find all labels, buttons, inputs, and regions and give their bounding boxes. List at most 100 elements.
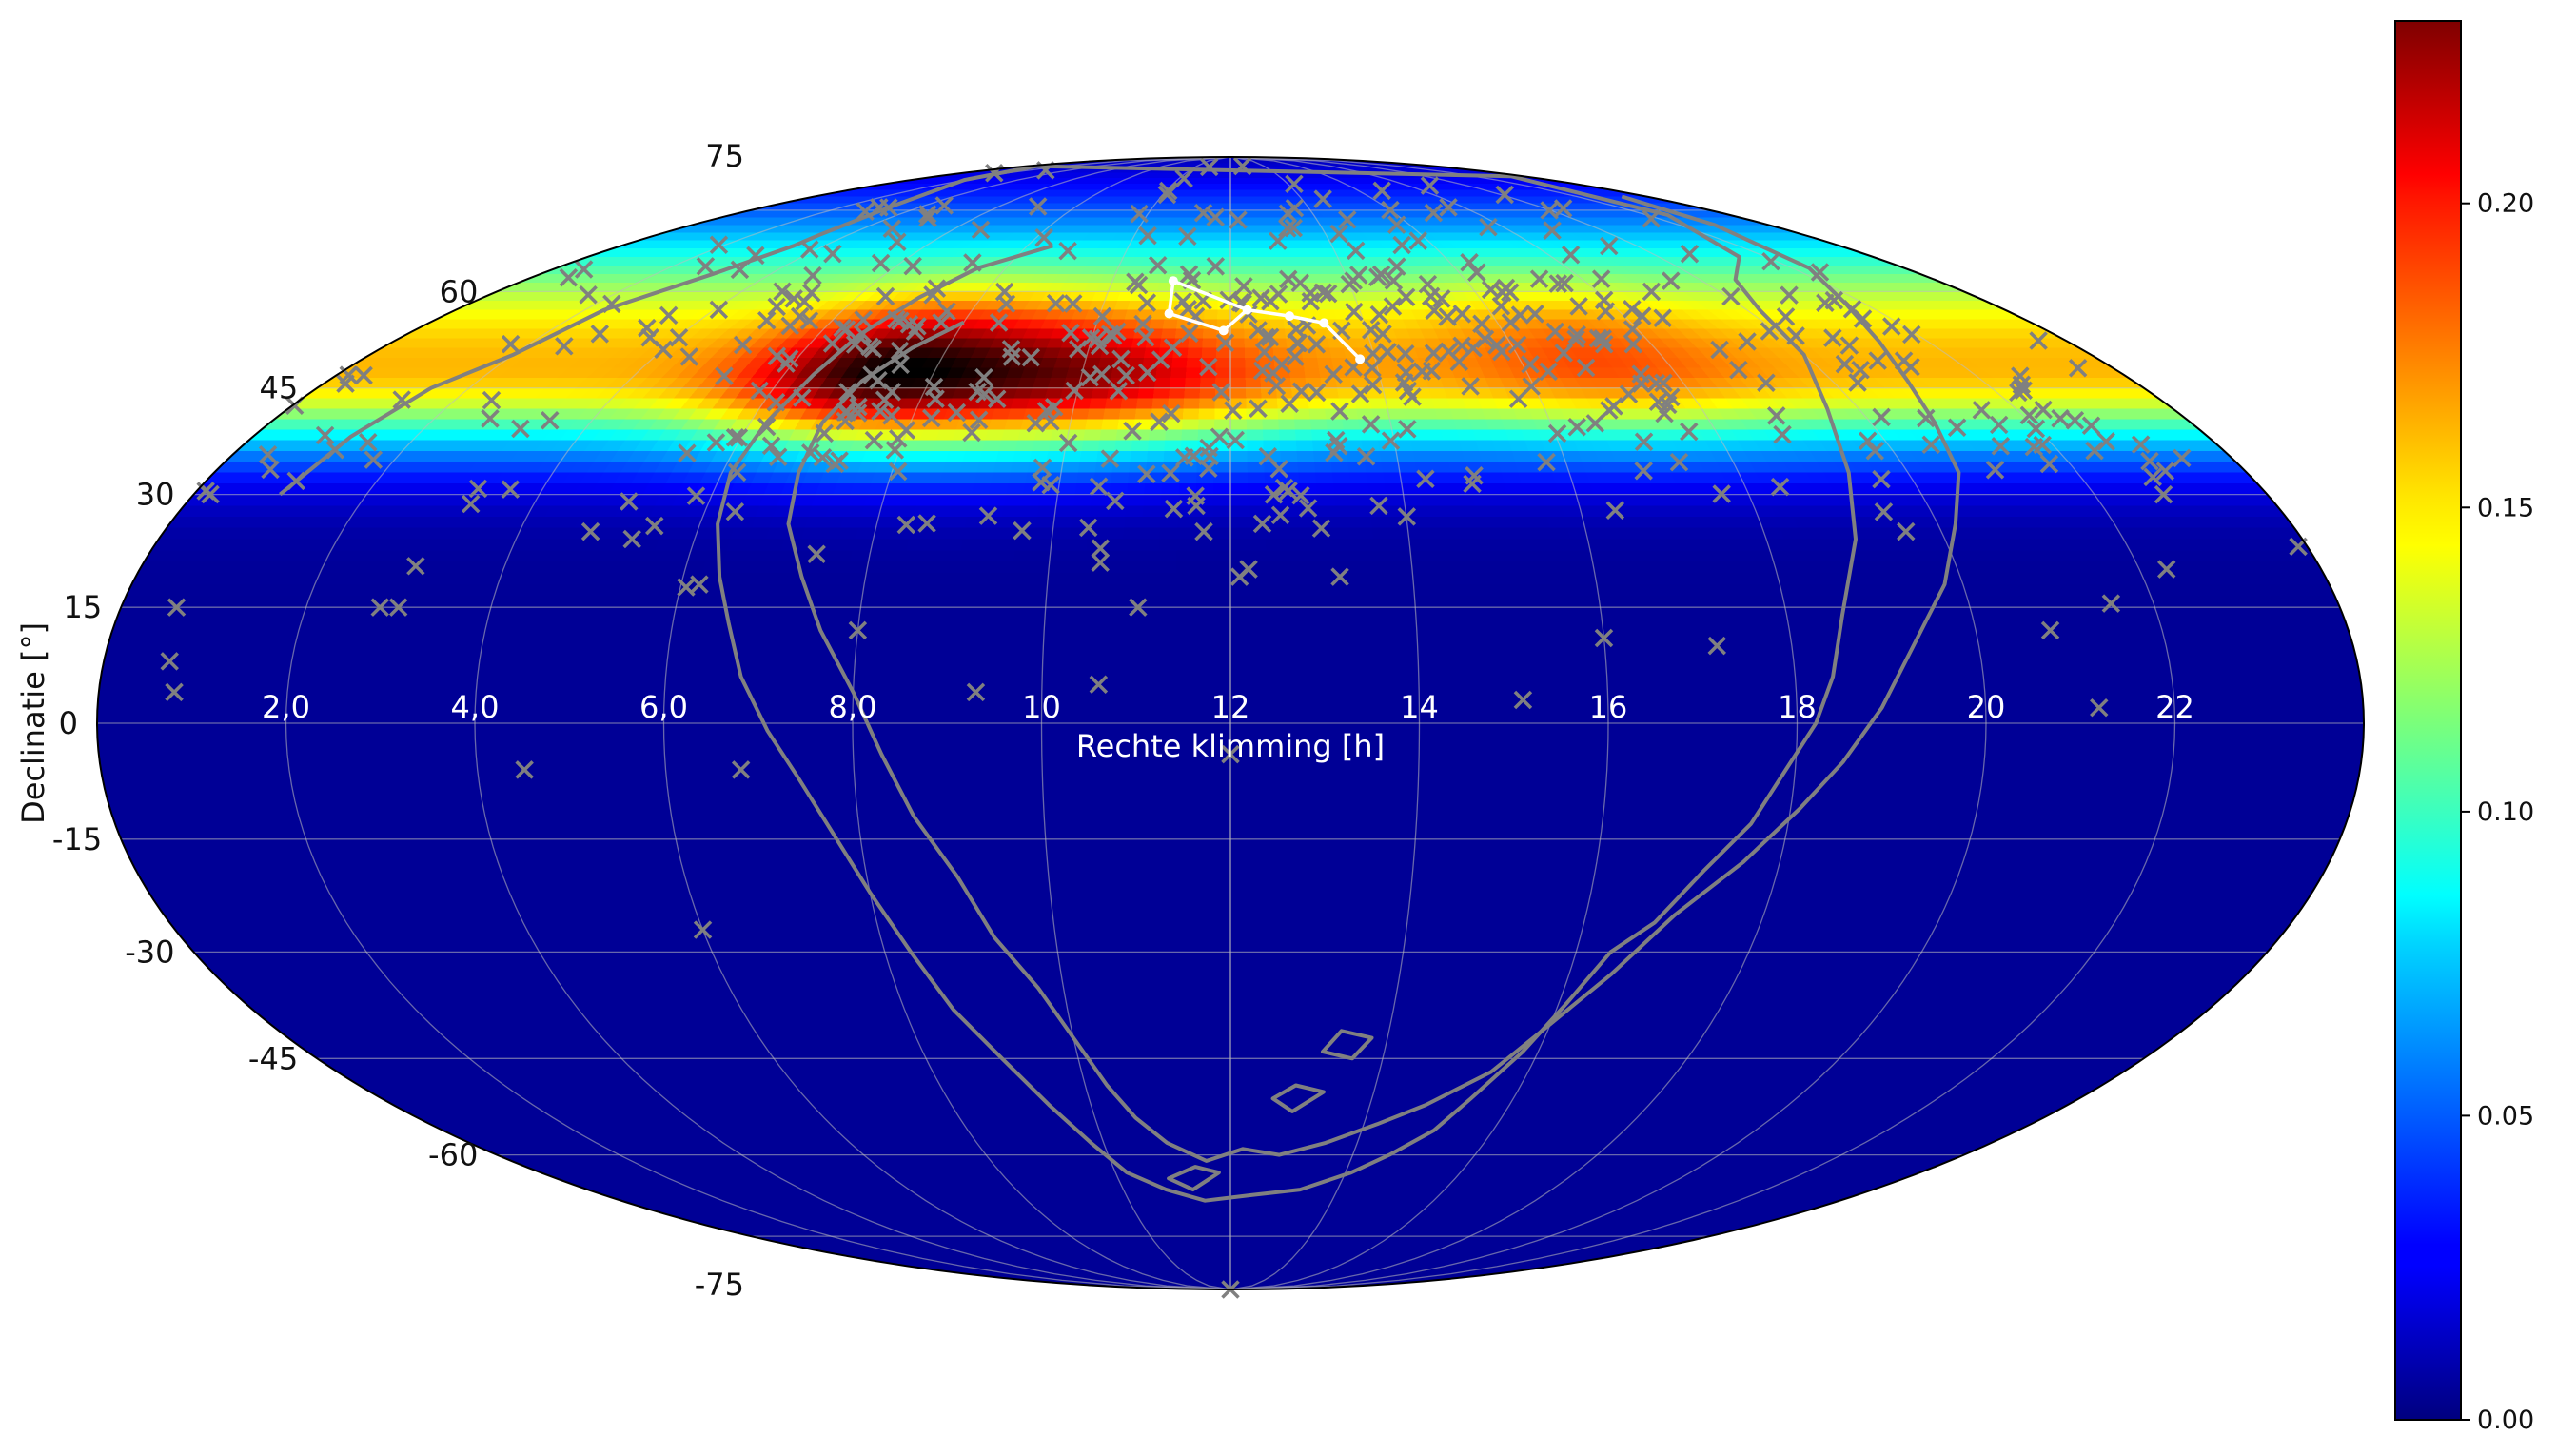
heatmap-cell [1188, 248, 1200, 257]
heatmap-cell [1489, 494, 1510, 506]
heatmap-cell [962, 450, 982, 462]
heatmap-cell [1216, 159, 1224, 164]
heatmap-cell [1081, 440, 1100, 451]
heatmap-cell [1237, 203, 1247, 210]
heatmap-cell [1387, 167, 1425, 173]
heatmap-cell [944, 184, 978, 190]
heatmap-cell [1230, 240, 1241, 249]
heatmap-cell [1230, 338, 1245, 348]
heatmap-cell [1017, 429, 1037, 441]
heatmap-cell [1087, 178, 1109, 185]
heatmap-cell [1309, 172, 1328, 179]
heatmap-cell [1161, 328, 1177, 339]
heatmap-cell [1055, 494, 1075, 506]
heatmap-cell [1302, 358, 1319, 368]
heatmap-cell [1001, 184, 1030, 190]
heatmap-cell [1386, 494, 1406, 506]
heatmap-cell [1320, 309, 1337, 320]
heatmap-cell [1356, 184, 1377, 190]
heatmap-cell [1269, 159, 1295, 164]
heatmap-cell [949, 440, 969, 451]
heatmap-cell [939, 172, 984, 179]
heatmap-cell [1310, 184, 1327, 190]
heatmap-cell [1375, 163, 1424, 168]
heatmap-cell [1161, 483, 1180, 495]
heatmap-cell [1212, 483, 1230, 495]
heatmap-cell [1363, 178, 1387, 185]
heatmap-cell [1137, 387, 1154, 399]
heatmap-cell [1437, 494, 1458, 506]
heatmap-cell [1393, 178, 1421, 185]
heatmap-cell [1252, 163, 1264, 168]
heatmap-cell [1092, 178, 1113, 185]
heatmap-cell [1121, 178, 1139, 185]
heatmap-cell [1337, 387, 1354, 399]
heatmap-cell [1160, 159, 1189, 164]
heatmap-cell [1182, 408, 1199, 420]
heatmap-cell [1331, 472, 1350, 484]
heatmap-cell [1027, 184, 1052, 190]
heatmap-cell [1145, 283, 1160, 292]
heatmap-cell [1092, 172, 1116, 179]
heatmap-cell [1008, 184, 1035, 190]
heatmap-cell [1365, 167, 1398, 173]
heatmap-cell [1351, 494, 1370, 506]
heatmap-cell [1013, 184, 1041, 190]
heatmap-cell [1257, 225, 1269, 233]
heatmap-cell [856, 184, 897, 190]
heatmap-cell [1023, 178, 1052, 185]
heatmap-cell [1460, 178, 1495, 185]
heatmap-cell [1210, 240, 1221, 249]
heatmap-cell [1143, 172, 1160, 179]
heatmap-cell [1230, 462, 1248, 473]
heatmap-cell [1118, 172, 1138, 179]
heatmap-cell [1225, 157, 1230, 160]
heatmap-cell [1129, 347, 1146, 358]
heatmap-cell [954, 178, 991, 185]
heatmap-cell [1492, 440, 1512, 451]
heatmap-cell [1322, 387, 1339, 399]
heatmap-cell [929, 450, 950, 462]
heatmap-cell [1185, 378, 1201, 388]
heatmap-cell [1271, 248, 1285, 257]
heatmap-cell [1276, 184, 1288, 190]
heatmap-cell [1220, 172, 1227, 179]
heatmap-cell [1371, 408, 1390, 420]
heatmap-cell [1462, 450, 1483, 462]
heatmap-cell [1314, 462, 1332, 473]
heatmap-cell [1354, 167, 1386, 173]
heatmap-cell [1214, 419, 1230, 430]
heatmap-cell [1434, 408, 1454, 420]
heatmap-cell [1295, 440, 1313, 451]
heatmap-cell [993, 462, 1013, 473]
heatmap-cell [1402, 167, 1443, 173]
sky-map [96, 156, 2365, 1299]
heatmap-cell [1103, 184, 1122, 190]
heatmap-cell [976, 462, 996, 473]
heatmap-cell [1381, 462, 1400, 473]
heatmap-cell [1222, 203, 1230, 210]
heatmap-cell [1153, 172, 1170, 179]
heatmap-cell [1045, 167, 1081, 173]
heatmap-cell [887, 184, 926, 190]
heatmap-cell [1110, 184, 1128, 190]
heatmap-cell [1305, 184, 1320, 190]
heatmap-cell [1447, 462, 1468, 473]
heatmap-cell [966, 178, 1001, 185]
heatmap-cell [1202, 338, 1217, 348]
heatmap-cell [1428, 450, 1448, 462]
heatmap-cell [1237, 196, 1246, 204]
heatmap-cell [969, 494, 989, 506]
heatmap-cell [1379, 450, 1399, 462]
heatmap-cell [1069, 419, 1088, 430]
heatmap-cell [1084, 184, 1105, 190]
heatmap-cell [1169, 387, 1185, 399]
heatmap-cell [1215, 358, 1230, 368]
heatmap-cell [1264, 265, 1277, 274]
heatmap-cell [1316, 163, 1347, 168]
heatmap-cell [1139, 163, 1164, 168]
heatmap-cell [1101, 419, 1119, 430]
heatmap-cell [1420, 494, 1440, 506]
heatmap-cell [1298, 472, 1316, 484]
heatmap-cell [1456, 429, 1476, 441]
